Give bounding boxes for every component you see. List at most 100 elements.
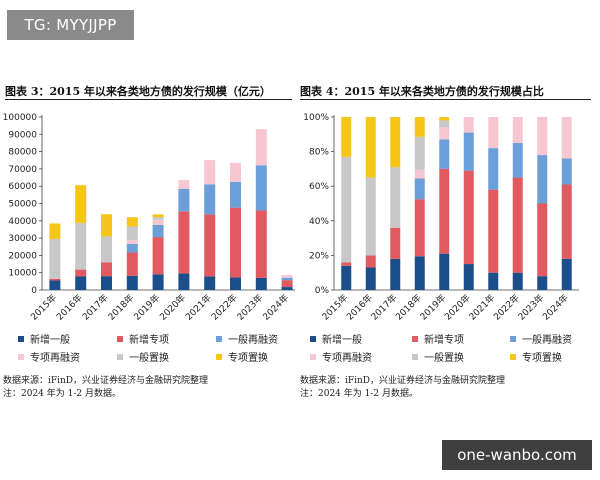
legend-label: 一般置换 xyxy=(129,353,169,364)
chart-3-bar-segment xyxy=(126,243,138,253)
chart-4-x-tick-label: 2017年 xyxy=(368,292,399,323)
chart-4-issuance-share: 0%20%40%60%80%100%2015年2016年2017年2018年20… xyxy=(303,113,579,323)
chart-3-bar-segment xyxy=(126,217,138,227)
chart-4-y-tick-label: 40% xyxy=(309,217,329,227)
chart-4-bar-segment xyxy=(561,184,572,259)
legend-label: 专项置换 xyxy=(228,353,268,364)
chart-4-bar-segment xyxy=(365,255,376,268)
legend-swatch xyxy=(510,336,516,342)
legend-swatch xyxy=(310,354,316,360)
chart-3-bar-segment xyxy=(281,277,293,281)
chart-3-x-tick-label: 2022年 xyxy=(209,292,240,323)
chart-3-bar-segment xyxy=(152,274,164,290)
chart-3-bar-segment xyxy=(281,275,293,278)
chart-3-bar-segment xyxy=(178,211,190,274)
chart-3-bar-segment xyxy=(126,240,138,244)
chart-4-bar-segment xyxy=(537,276,548,290)
chart-4-y-tick-label: 80% xyxy=(309,148,329,158)
chart-4-bar-segment xyxy=(561,117,572,159)
legend-item-xinzeng-zhuanxiang: 新增专项 xyxy=(412,331,464,346)
chart-4-bar-segment xyxy=(512,117,523,143)
legend-item-yiban-zhihuan: 一般置换 xyxy=(117,349,169,364)
chart-4-bar-segment xyxy=(463,117,474,133)
chart-4-bar-segment xyxy=(414,178,425,200)
legend-swatch xyxy=(18,336,24,342)
legend-item-zhuanxiang-zaironghzi: 专项再融资 xyxy=(18,349,80,364)
chart-3-y-tick-label: 60000 xyxy=(8,182,37,192)
chart-3-y-tick-label: 10000 xyxy=(8,269,37,279)
chart-3-bar-segment xyxy=(75,269,87,277)
chart-3-y-tick-label: 20000 xyxy=(8,251,37,261)
chart-4-bar-segment xyxy=(390,227,401,259)
chart-3-bar-segment xyxy=(152,237,164,275)
chart-4-y-tick-label: 100% xyxy=(303,113,329,123)
chart-4-bar-segment xyxy=(512,272,523,290)
chart-3-source-note: 数据来源：iFinD，兴业证券经济与金融研究院整理 xyxy=(3,376,209,386)
legend-swatch xyxy=(412,354,418,360)
chart-3-bar-segment xyxy=(204,160,216,185)
chart-3-y-tick-label: 0 xyxy=(31,286,37,296)
chart-4-bar-segment xyxy=(414,256,425,290)
chart-3-x-tick-label: 2020年 xyxy=(157,292,188,323)
chart-3-bar-segment xyxy=(255,165,267,211)
chart-3-bar-segment xyxy=(49,223,61,239)
chart-4-bar-segment xyxy=(512,177,523,273)
legend-item-xinzeng-yiban: 新增一般 xyxy=(310,331,362,346)
legend-label: 新增一般 xyxy=(322,335,362,346)
chart-4-bar-segment xyxy=(365,267,376,290)
chart-3-bar-segment xyxy=(49,280,61,290)
chart-4-x-tick-label: 2020年 xyxy=(442,292,473,323)
chart-4-title-rule xyxy=(300,99,591,100)
chart-3-bar-segment xyxy=(178,180,190,189)
chart-3-bar-segment xyxy=(152,219,164,225)
chart-3-x-tick-label: 2024年 xyxy=(260,292,291,323)
chart-3-x-tick-label: 2016年 xyxy=(54,292,85,323)
chart-3-bar-segment xyxy=(230,181,241,208)
chart-4-x-tick-label: 2015年 xyxy=(319,292,350,323)
chart-3-bar-segment xyxy=(49,238,61,279)
chart-4-bar-segment xyxy=(439,120,450,128)
chart-3-bar-segment xyxy=(255,210,267,278)
chart-4-x-tick-label: 2018年 xyxy=(393,292,424,323)
chart-3-bar-segment xyxy=(281,280,293,288)
legend-label: 专项再融资 xyxy=(322,353,372,364)
legend-item-xinzeng-yiban: 新增一般 xyxy=(18,331,70,346)
chart-3-x-tick-label: 2023年 xyxy=(234,292,265,323)
tg-badge: TG: MYYJJPP xyxy=(7,10,134,40)
chart-4-x-tick-label: 2023年 xyxy=(515,292,546,323)
chart-3-bar-segment xyxy=(281,287,293,290)
chart-3-bar-segment xyxy=(204,184,216,215)
chart-4-bar-segment xyxy=(512,142,523,178)
chart-4-bar-segment xyxy=(439,168,450,254)
chart-4-bar-segment xyxy=(463,132,474,171)
chart-4-bar-segment xyxy=(439,139,450,169)
legend-label: 专项再融资 xyxy=(30,353,80,364)
chart-4-bar-segment xyxy=(341,117,352,157)
legend-item-yiban-zaironghzi: 一般再融资 xyxy=(510,331,572,346)
chart-4-bar-segment xyxy=(341,156,352,263)
chart-4-bar-segment xyxy=(390,117,401,168)
site-watermark: one-wanbo.com xyxy=(442,440,592,470)
chart-4-bar-segment xyxy=(439,253,450,290)
chart-4-title: 图表 4：2015 年以来各类地方债的发行规模占比 xyxy=(300,85,544,98)
chart-4-bar-segment xyxy=(341,262,352,266)
chart-4-x-tick-label: 2024年 xyxy=(540,292,571,323)
chart-4-bar-segment xyxy=(390,167,401,228)
chart-4-x-tick-label: 2022年 xyxy=(491,292,522,323)
chart-3-x-tick-label: 2021年 xyxy=(183,292,214,323)
chart-3-x-tick-label: 2019年 xyxy=(131,292,162,323)
chart-4-x-tick-label: 2016年 xyxy=(344,292,375,323)
chart-4-bar-segment xyxy=(414,199,425,257)
chart-3-bar-segment xyxy=(126,275,138,290)
chart-3-y-tick-label: 70000 xyxy=(8,165,37,175)
chart-3-footnote: 注：2024 年为 1-2 月数据。 xyxy=(3,389,121,399)
legend-label: 一般再融资 xyxy=(228,335,278,346)
chart-4-bar-segment xyxy=(414,117,425,137)
legend-swatch xyxy=(216,336,222,342)
chart-3-bar-segment xyxy=(101,276,112,290)
legend-swatch xyxy=(310,336,316,342)
chart-3-bar-segment xyxy=(126,252,138,276)
chart-3-x-tick-label: 2018年 xyxy=(105,292,136,323)
chart-3-issuance-scale: 0 10000 20000 30000 40000 50000 60000 70000 8000… xyxy=(3,113,295,323)
chart-4-bar-segment xyxy=(341,265,352,290)
